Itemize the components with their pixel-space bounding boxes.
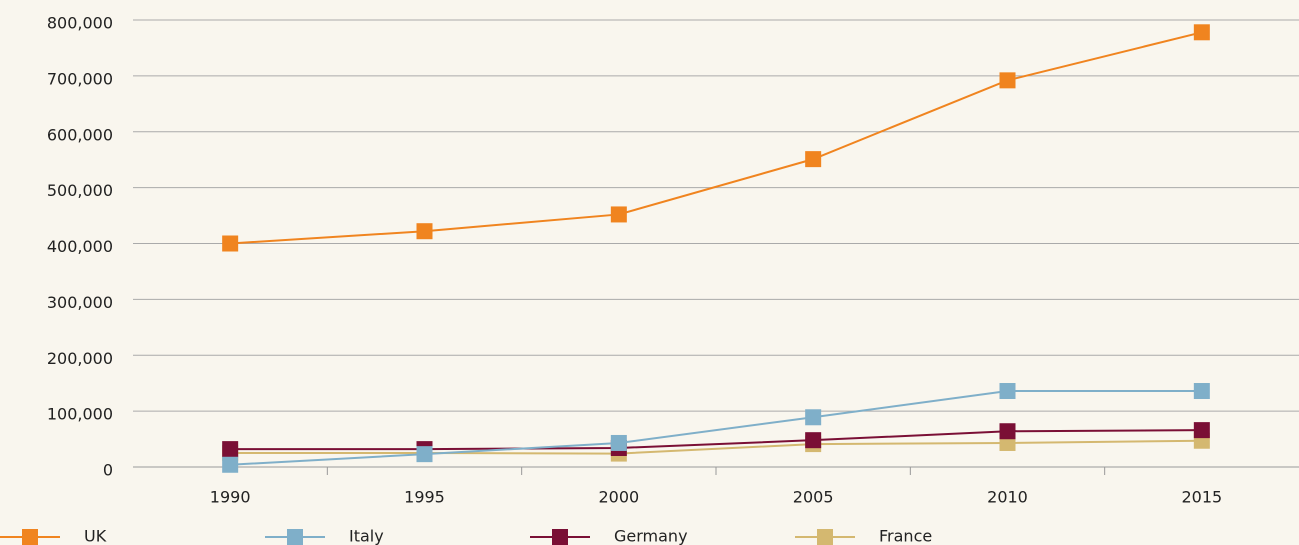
point bbox=[999, 383, 1016, 400]
point bbox=[610, 206, 627, 223]
point bbox=[805, 432, 822, 449]
y-tick-label: 100,000 bbox=[47, 405, 113, 424]
point bbox=[1193, 383, 1210, 400]
point bbox=[222, 441, 239, 458]
point bbox=[222, 235, 239, 252]
y-tick-label: 800,000 bbox=[47, 14, 113, 33]
legend-swatch bbox=[552, 529, 568, 545]
y-tick-label: 200,000 bbox=[47, 349, 113, 368]
y-tick-label: 500,000 bbox=[47, 181, 113, 200]
x-tick-label: 1990 bbox=[210, 488, 251, 507]
x-tick-label: 2010 bbox=[987, 488, 1028, 507]
point bbox=[805, 409, 822, 426]
series-line bbox=[230, 429, 1202, 451]
x-tick-label: 2015 bbox=[1181, 488, 1222, 507]
point bbox=[805, 151, 822, 168]
series-line bbox=[230, 439, 1202, 455]
series-line bbox=[230, 31, 1203, 245]
legend-swatch bbox=[817, 529, 833, 545]
y-tick-label: 400,000 bbox=[47, 237, 113, 256]
x-tick-label: 2000 bbox=[598, 488, 639, 507]
y-tick-label: 0 bbox=[103, 461, 113, 480]
legend-swatch bbox=[287, 529, 303, 545]
legend-label: Germany bbox=[614, 527, 688, 545]
point bbox=[222, 456, 239, 473]
legend-label: France bbox=[879, 527, 932, 545]
point bbox=[416, 446, 433, 463]
x-tick-label: 1995 bbox=[404, 488, 445, 507]
y-tick-label: 600,000 bbox=[47, 125, 113, 144]
y-tick-label: 700,000 bbox=[47, 69, 113, 88]
point bbox=[416, 223, 433, 240]
x-tick-label: 2005 bbox=[793, 488, 834, 507]
series-line bbox=[230, 390, 1202, 466]
legend-swatch bbox=[22, 529, 38, 545]
point bbox=[999, 72, 1016, 89]
point bbox=[1193, 422, 1210, 439]
y-tick-label: 300,000 bbox=[47, 293, 113, 312]
legend-label: UK bbox=[84, 527, 107, 545]
point bbox=[1193, 24, 1210, 41]
point bbox=[999, 423, 1016, 440]
point bbox=[610, 434, 627, 451]
legend-label: Italy bbox=[349, 527, 384, 545]
